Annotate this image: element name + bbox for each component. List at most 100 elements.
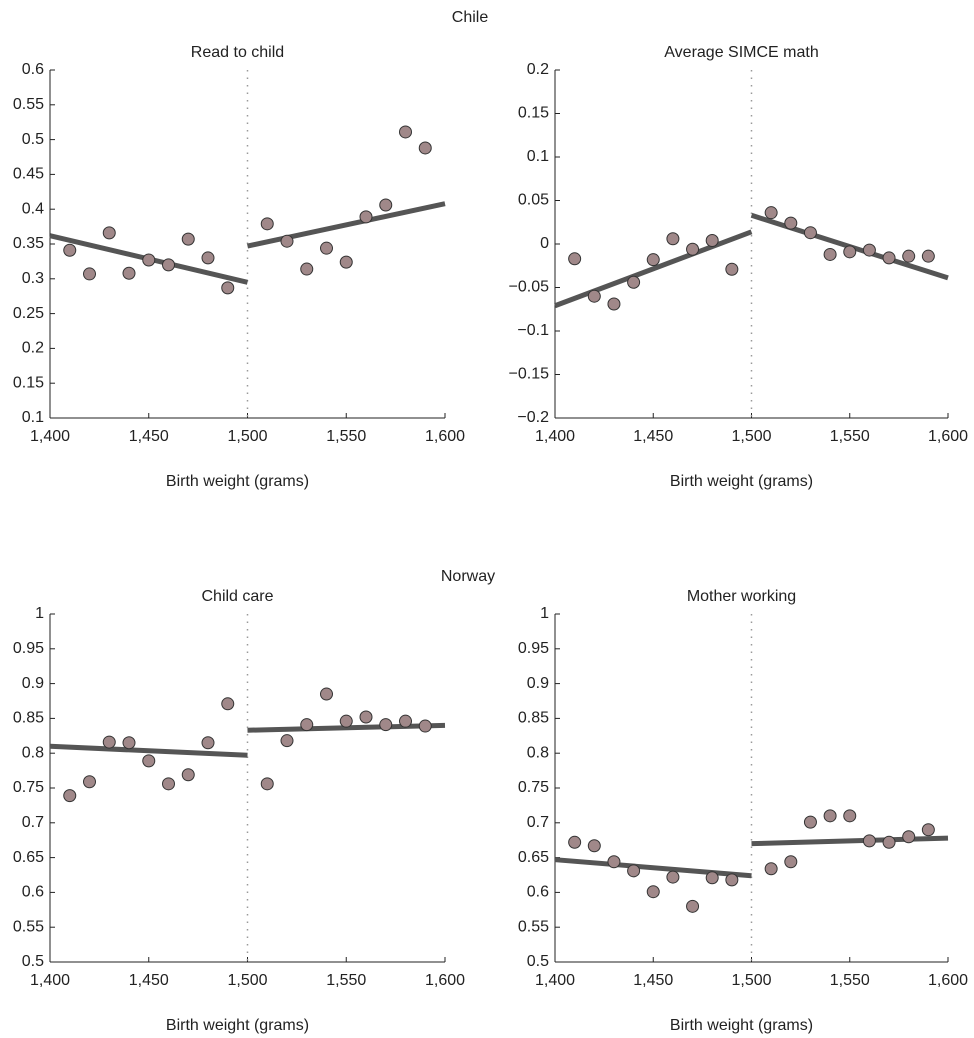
y-tick-label: 1 [35, 605, 44, 622]
x-tick-label: 1,550 [326, 428, 366, 445]
data-point [764, 206, 778, 220]
data-point [646, 253, 660, 267]
data-point [320, 687, 333, 701]
fit-line [49, 743, 248, 758]
x-tick-label: 1,600 [425, 972, 465, 989]
x-tick-label: 1,500 [227, 428, 267, 445]
subplot-title: Child care [201, 588, 273, 605]
data-point [320, 241, 333, 255]
x-tick-label: 1,500 [731, 428, 771, 445]
data-point [280, 234, 294, 248]
y-tick-label: 0 [540, 235, 549, 252]
y-tick-label: 0.45 [13, 166, 44, 183]
data-point [803, 815, 817, 829]
x-tick-label: 1,450 [633, 972, 673, 989]
data-point [686, 242, 700, 256]
y-tick-label: 0.6 [22, 61, 44, 78]
data-point [843, 245, 857, 259]
y-tick-label: 0.1 [22, 409, 44, 426]
data-point [823, 809, 837, 823]
y-tick-label: 0.7 [22, 814, 44, 831]
data-point [587, 839, 601, 853]
data-point [921, 823, 935, 837]
y-tick-label: 0.2 [22, 340, 44, 357]
data-point [705, 871, 719, 885]
fit-line [751, 835, 949, 847]
y-tick-label: 0.55 [518, 918, 549, 935]
data-point [102, 735, 116, 749]
data-point [201, 736, 215, 750]
data-point [646, 885, 660, 899]
data-point [568, 835, 582, 849]
y-tick-label: 1 [540, 605, 549, 622]
data-point [843, 809, 857, 823]
y-tick-label: 0.7 [527, 814, 549, 831]
subplot-title: Mother working [687, 588, 796, 605]
group-title: Chile [452, 9, 489, 26]
x-tick-label: 1,600 [928, 428, 968, 445]
y-tick-label: −0.05 [509, 279, 550, 296]
data-point [607, 297, 621, 311]
y-tick-label: −0.1 [517, 322, 549, 339]
y-tick-label: 0.6 [22, 884, 44, 901]
y-tick-label: 0.5 [527, 953, 549, 970]
data-point [260, 217, 274, 231]
y-tick-label: 0.75 [518, 779, 549, 796]
data-point [379, 198, 393, 212]
data-point [666, 232, 680, 246]
data-point [882, 251, 896, 265]
y-tick-label: 0.65 [13, 849, 44, 866]
data-point [339, 714, 353, 728]
data-point [83, 775, 96, 789]
data-point [201, 251, 215, 265]
data-point [122, 266, 136, 280]
y-tick-label: 0.85 [13, 710, 44, 727]
y-tick-label: 0.15 [13, 374, 44, 391]
y-tick-label: 0.8 [527, 744, 549, 761]
y-tick-label: 0.55 [13, 96, 44, 113]
data-point [607, 855, 621, 869]
data-point [83, 267, 96, 281]
y-tick-label: 0.25 [13, 305, 44, 322]
data-point [280, 734, 294, 748]
x-tick-label: 1,500 [227, 972, 267, 989]
data-point [784, 216, 798, 230]
data-point [902, 830, 916, 844]
y-tick-label: 0.95 [13, 640, 44, 657]
x-tick-label: 1,400 [30, 972, 70, 989]
data-point [359, 710, 373, 724]
data-point [63, 243, 77, 257]
y-tick-label: 0.05 [518, 192, 549, 209]
fit-line [247, 722, 446, 733]
y-tick-label: 0.8 [22, 744, 44, 761]
data-point [764, 862, 778, 876]
data-point [142, 754, 156, 768]
data-point [122, 736, 136, 750]
y-tick-label: 0.5 [22, 953, 44, 970]
x-tick-label: 1,400 [535, 428, 575, 445]
data-point [359, 210, 373, 224]
data-point [418, 719, 432, 733]
y-tick-label: −0.15 [509, 366, 550, 383]
y-tick-label: 0.2 [527, 61, 549, 78]
y-tick-label: 0.3 [22, 270, 44, 287]
x-axis-label: Birth weight (grams) [670, 1017, 813, 1034]
y-tick-label: 0.5 [22, 131, 44, 148]
data-point [399, 125, 412, 139]
x-tick-label: 1,550 [830, 428, 870, 445]
data-point [162, 258, 175, 272]
y-tick-label: 0.4 [22, 200, 44, 217]
x-tick-label: 1,450 [129, 972, 169, 989]
data-point [339, 255, 353, 269]
data-point [300, 718, 314, 732]
data-point [221, 281, 235, 295]
data-point [725, 873, 739, 887]
data-point [399, 714, 412, 728]
data-point [418, 141, 432, 155]
y-tick-label: 0.55 [13, 918, 44, 935]
data-point [181, 232, 195, 246]
y-tick-label: 0.65 [518, 849, 549, 866]
x-tick-label: 1,400 [30, 428, 70, 445]
y-tick-label: 0.9 [22, 675, 44, 692]
